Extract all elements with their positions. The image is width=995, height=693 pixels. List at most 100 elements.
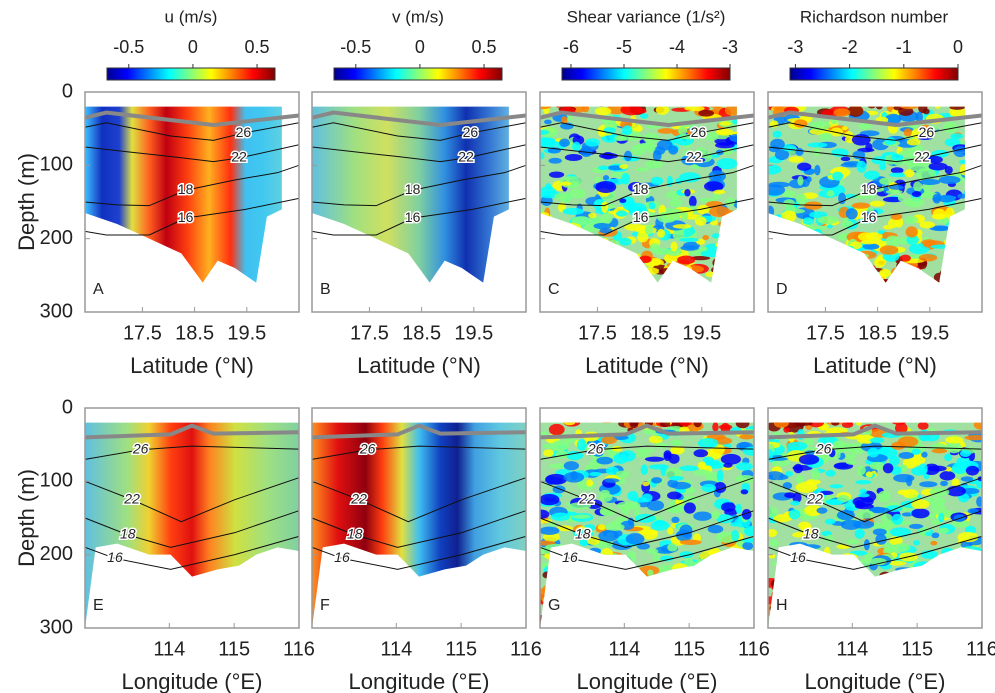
x-tick-label: 116	[966, 638, 995, 660]
x-tick-label: 17.5	[350, 322, 389, 344]
y-tick-label: 100	[40, 470, 73, 492]
panel: 26 22 18 16 114 115 116 Longitude (°E) F	[311, 407, 542, 693]
x-tick-label: 116	[510, 638, 542, 660]
contour-label: 16	[178, 209, 194, 225]
contour	[767, 510, 983, 548]
x-tick-label: 114	[836, 638, 868, 660]
panel: 26 22 18 16 17.5 18.5 19.5 Latitude (°N) D Richar…	[767, 7, 983, 378]
contour-label: 18	[405, 181, 421, 197]
x-tick-label: 19.5	[454, 322, 493, 344]
contour	[539, 477, 755, 523]
plot-frame	[84, 407, 300, 629]
x-tick-label: 116	[738, 638, 770, 660]
contour-label: 26	[132, 441, 149, 457]
mixed-layer	[84, 423, 300, 440]
contour-label: 26	[236, 124, 252, 140]
contour-label: 26	[919, 124, 935, 140]
contour-label: 22	[123, 490, 140, 506]
contour	[539, 535, 755, 570]
contour	[539, 122, 755, 141]
y-tick-label: 300	[40, 300, 73, 322]
panel-letter: A	[93, 281, 104, 298]
panel: 26 22 18 16 114 115 116 Longitude (°E) G	[539, 407, 770, 693]
panel-letter: D	[776, 281, 788, 298]
mixed-layer	[84, 110, 300, 128]
x-axis-label: Longitude (°E)	[349, 669, 490, 693]
y-tick-label: 200	[40, 543, 73, 565]
colorbar-tick-label: 0	[953, 37, 963, 57]
contour	[84, 477, 300, 523]
contour-label: 16	[107, 549, 123, 565]
contour	[84, 122, 300, 141]
contour	[311, 197, 527, 236]
contour-label: 18	[861, 181, 877, 197]
contour	[539, 197, 755, 236]
x-tick-label: 116	[283, 638, 315, 660]
contour-label: 26	[359, 441, 376, 457]
contour	[311, 510, 527, 548]
contour	[539, 445, 755, 460]
colorbar-tick-label: -1	[896, 37, 912, 57]
field-fill	[85, 422, 299, 628]
y-tick-label: 100	[40, 154, 73, 176]
contour	[539, 510, 755, 548]
plot-frame	[84, 91, 300, 313]
contour-label: 18	[178, 181, 194, 197]
contour	[767, 445, 983, 460]
colorbar-tick-label: 0	[415, 37, 425, 57]
x-tick-label: 115	[673, 638, 705, 660]
contour	[311, 164, 527, 207]
y-tick-label: 0	[62, 396, 73, 418]
contour-label: 16	[562, 549, 578, 565]
contour-label: 22	[350, 490, 367, 506]
x-tick-label: 17.5	[578, 322, 617, 344]
x-tick-label: 114	[608, 638, 640, 660]
colorbar-tick-label: -3	[787, 37, 803, 57]
contour	[84, 535, 300, 570]
x-axis-label: Latitude (°N)	[130, 353, 254, 378]
contour	[311, 122, 527, 141]
contour-label: 26	[587, 441, 604, 457]
contour	[767, 197, 983, 236]
panel: 26 22 18 16 0 100 200 300 114 115 116 Longitude (°E…	[14, 396, 315, 693]
contour-label: 16	[405, 209, 421, 225]
contour	[84, 510, 300, 548]
panel-letter: F	[320, 597, 330, 614]
contour	[767, 144, 983, 163]
colorbar-tick-label: -0.5	[113, 37, 144, 57]
colorbar	[561, 67, 731, 81]
contour-label: 26	[463, 124, 479, 140]
contour	[767, 535, 983, 570]
panel: 26 22 18 16 17.5 18.5 19.5 Latitude (°N) Bv (m/s…	[311, 7, 527, 378]
x-tick-label: 19.5	[682, 322, 721, 344]
contour	[539, 144, 755, 163]
panel-letter: B	[320, 281, 331, 298]
colorbar-title: u (m/s)	[165, 7, 218, 26]
y-axis-label: Depth (m)	[14, 153, 39, 251]
colorbar-title: Richardson number	[800, 7, 949, 26]
panel: 26 22 18 16 114 115 116 Longitude (°E) H	[767, 407, 995, 693]
colorbar	[789, 67, 959, 81]
contour-label: 22	[914, 149, 930, 165]
contour-label: 22	[806, 490, 823, 506]
x-axis-label: Latitude (°N)	[585, 353, 709, 378]
x-tick-label: 115	[445, 638, 477, 660]
contour-label: 22	[458, 149, 474, 165]
contour	[84, 197, 300, 236]
contour-label: 22	[686, 149, 702, 165]
contour-label: 18	[120, 526, 136, 542]
colorbar-tick-label: -2	[842, 37, 858, 57]
mixed-layer	[311, 423, 527, 440]
contour	[539, 164, 755, 207]
x-tick-label: 19.5	[910, 322, 949, 344]
y-axis-label: Depth (m)	[14, 469, 39, 567]
plot-frame	[311, 407, 527, 629]
colorbar	[106, 67, 276, 81]
contour-label: 18	[575, 526, 591, 542]
x-tick-label: 114	[380, 638, 412, 660]
mixed-layer	[539, 423, 755, 440]
colorbar-tick-label: -0.5	[340, 37, 371, 57]
contour-label: 18	[803, 526, 819, 542]
